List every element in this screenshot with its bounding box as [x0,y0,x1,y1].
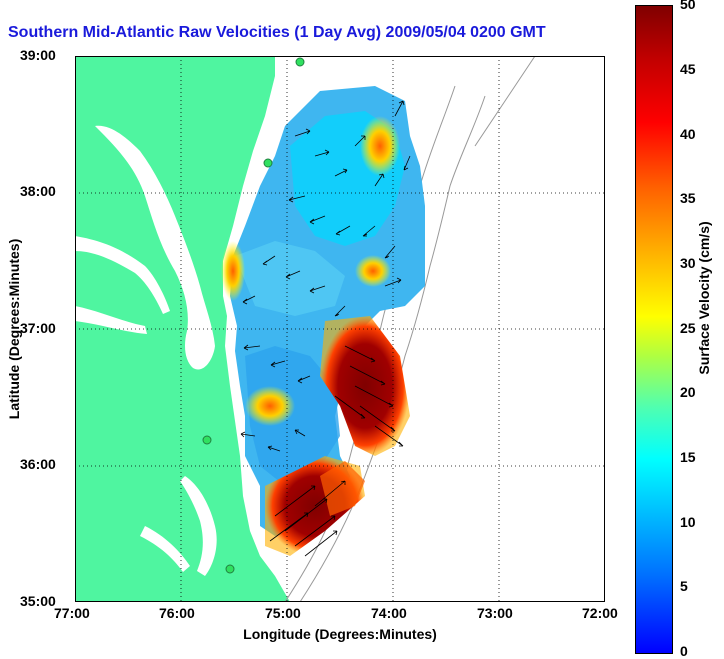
velocity-field [235,241,345,316]
y-tick-label: 37:00 [20,320,56,336]
map-plot [75,56,605,602]
y-tick-label: 35:00 [20,593,56,609]
velocity-hotspot [320,461,365,516]
colorbar-tick: 5 [680,578,688,594]
velocity-hotspot [245,386,295,426]
colorbar-tick: 25 [680,320,696,336]
colorbar-tick: 45 [680,61,696,77]
velocity-field [245,346,340,486]
colorbar-tick: 0 [680,643,688,659]
velocity-hotspot [355,255,391,287]
land-mass [75,56,290,602]
x-tick-label: 75:00 [265,605,301,621]
station-marker [202,435,212,445]
bathymetry-contour [474,56,536,147]
x-tick-label: 77:00 [54,605,90,621]
colorbar-tick: 15 [680,449,696,465]
velocity-hotspot [360,116,400,176]
bay-water [95,125,215,370]
colorbar-tick: 30 [680,255,696,271]
colorbar-tick: 40 [680,126,696,142]
x-axis-label: Longitude (Degrees:Minutes) [243,626,437,642]
colorbar [635,5,673,654]
sound-water [180,476,217,576]
y-tick-label: 36:00 [20,456,56,472]
x-tick-label: 74:00 [371,605,407,621]
station-marker [225,564,235,574]
station-marker [263,158,273,168]
colorbar-tick: 50 [680,0,696,12]
river-water [75,236,170,314]
colorbar-tick: 35 [680,190,696,206]
colorbar-tick: 10 [680,514,696,530]
velocity-hotspot [221,241,245,301]
colorbar-label: Surface Velocity (cm/s) [696,221,712,375]
sound-water [140,526,190,572]
x-tick-label: 76:00 [159,605,195,621]
x-tick-label: 73:00 [477,605,513,621]
grid-lines [75,56,605,602]
map-title: Southern Mid-Atlantic Raw Velocities (1 … [8,24,546,41]
x-tick-label: 72:00 [582,605,618,621]
velocity-hotspot [320,316,410,456]
river-water [75,306,147,334]
y-tick-label: 39:00 [20,47,56,63]
y-tick-label: 38:00 [20,183,56,199]
velocity-vectors [240,100,411,557]
station-marker [295,57,305,67]
colorbar-tick: 20 [680,384,696,400]
